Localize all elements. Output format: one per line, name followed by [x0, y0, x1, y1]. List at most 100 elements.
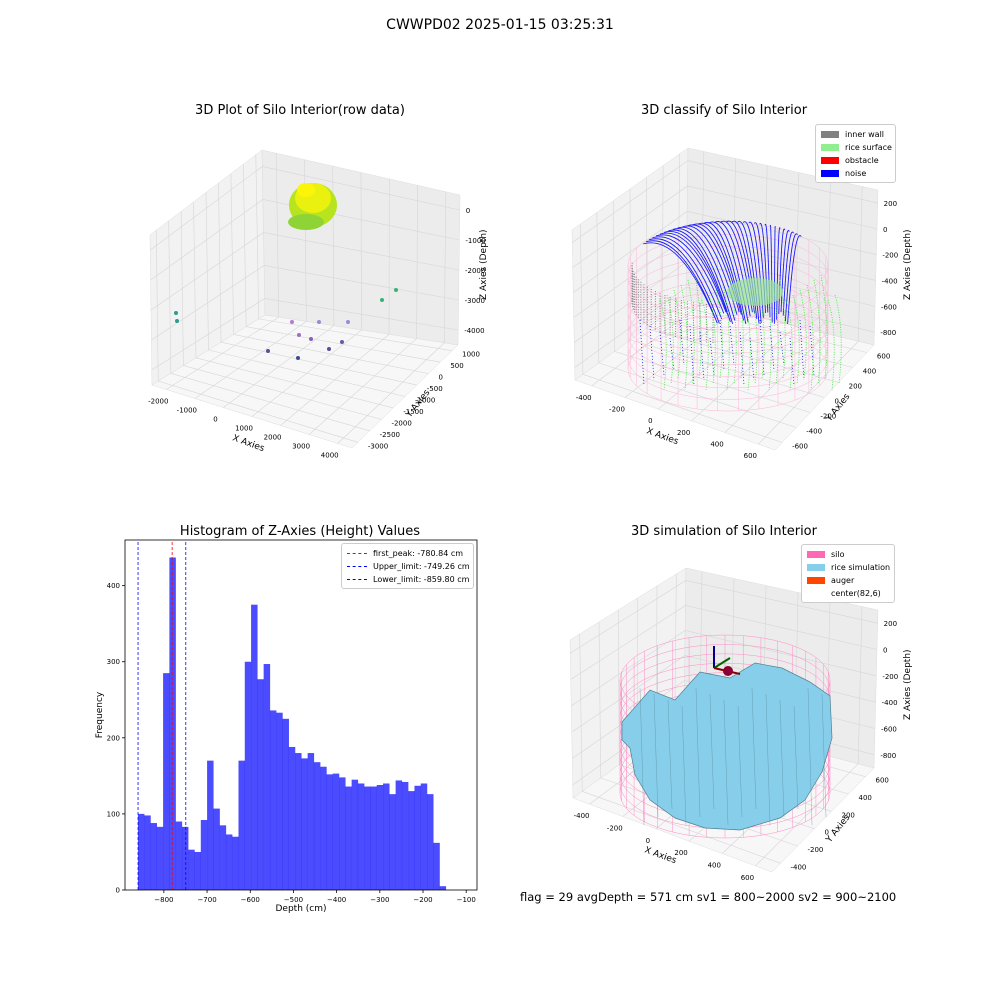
raw-x-tick: -1000 [177, 407, 197, 415]
legend-label: Upper_limit: -749.26 cm [373, 562, 470, 571]
classify-z-axis-label: Z Axies (Depth) [903, 229, 913, 300]
raw-x-tick: 1000 [235, 425, 253, 433]
raw-y-tick: -2000 [391, 419, 411, 427]
legend-swatch [821, 157, 839, 164]
histogram-bar [169, 557, 176, 890]
classify-z-tick: 200 [884, 200, 897, 208]
histogram-bar [395, 780, 403, 890]
histogram-x-tick: −800 [154, 896, 173, 904]
noise-curve [655, 234, 725, 314]
raw-x-tick: 0 [213, 416, 217, 424]
rice-simulation-surface [621, 662, 833, 831]
histogram-bar [345, 786, 352, 890]
histogram-bar [181, 826, 189, 890]
surface-mesh-line [681, 705, 687, 826]
raw-data-point [380, 298, 384, 302]
noise-points [769, 325, 775, 371]
auger-marker [723, 666, 733, 676]
noise-points [709, 337, 715, 376]
raw-x-tick: 4000 [321, 452, 339, 460]
histogram-bar [238, 760, 245, 890]
histogram-bar [282, 718, 289, 890]
classify-x-tick: -200 [609, 406, 625, 414]
legend-label: silo [831, 550, 845, 559]
simulation-x-tick: -200 [607, 825, 623, 833]
surface-mesh-line [765, 693, 771, 826]
histogram-bar [163, 673, 170, 890]
auger-y-arrow [713, 657, 731, 669]
histogram-bar [376, 785, 384, 890]
simulation-y-tick: -400 [791, 863, 807, 871]
rice-surface-points [820, 274, 828, 379]
histogram-bar [175, 821, 183, 890]
simulation-z-tick: -600 [881, 726, 897, 734]
histogram-bar [269, 710, 277, 890]
legend-label: auger [831, 576, 855, 585]
status-footer: flag = 29 avgDepth = 571 cm sv1 = 800~20… [520, 890, 897, 904]
classify-z-tick: -600 [881, 303, 897, 311]
histogram-bar [295, 753, 302, 890]
histogram-x-tick: −300 [370, 896, 389, 904]
noise-points [729, 325, 735, 366]
raw-gridlines [150, 153, 460, 444]
rice-surface-points [743, 299, 751, 391]
rice-surface-points [827, 299, 835, 391]
simulation-x-tick: -400 [574, 812, 590, 820]
histogram-bar [232, 836, 239, 890]
rice-surface-points [680, 284, 688, 391]
simulation-y-tick: -200 [808, 846, 824, 854]
noise-points [689, 325, 695, 386]
classify-y-tick: 200 [849, 383, 862, 391]
legend-label: center(82,6) [831, 589, 881, 598]
classify-x-tick: 600 [744, 452, 757, 460]
classify-legend-item: inner wall [821, 128, 890, 141]
noise-curve [668, 229, 731, 323]
rice-surface-points [687, 279, 695, 385]
histogram-x-tick: −600 [241, 896, 260, 904]
simulation-legend: silo rice simulation auger center(82,6) [801, 544, 895, 603]
histogram-x-tick: −700 [197, 896, 216, 904]
histogram-bar [137, 813, 145, 890]
legend-label: Lower_limit: -859.80 cm [373, 575, 470, 584]
histogram-y-tick: 200 [107, 734, 120, 742]
classify-x-axis-label: X Axies [645, 426, 680, 447]
noise-points [809, 325, 815, 376]
histogram-bar [225, 834, 233, 890]
surface-mesh-line [737, 705, 743, 818]
histogram-x-tick: −200 [413, 896, 432, 904]
histogram-bar [156, 826, 164, 890]
histogram-bar [276, 712, 283, 890]
raw-data-point [266, 349, 270, 353]
histogram-bar [433, 842, 440, 890]
noise-curve [773, 225, 776, 324]
classify-y-tick: -200 [820, 413, 836, 421]
rice-surface-points [694, 274, 702, 379]
noise-curve [787, 235, 802, 325]
surface-mesh-line [723, 699, 729, 826]
simulation-x-tick: 0 [646, 837, 650, 845]
noise-curve [663, 231, 729, 317]
rice-surface-points [813, 279, 821, 385]
legend-swatch [821, 144, 839, 151]
rice-surface-points [806, 284, 814, 391]
histogram-bar [188, 849, 195, 890]
classify-y-tick: 0 [835, 398, 839, 406]
legend-line-sample [347, 579, 367, 580]
raw-x-tick: 3000 [292, 443, 310, 451]
simulation-x-tick: 400 [708, 862, 721, 870]
legend-label: first_peak: -780.84 cm [373, 549, 464, 558]
classify-legend-item: obstacle [821, 154, 890, 167]
noise-curve [649, 238, 720, 324]
histogram-bar [332, 773, 340, 890]
histogram-legend-item: Lower_limit: -859.80 cm [347, 573, 470, 586]
raw-data-point [290, 320, 294, 324]
legend-swatch [807, 551, 825, 558]
simulation-z-axis-label: Z Axies (Depth) [903, 649, 913, 720]
depth-histogram: −800 −700 −600 −500 −400 −300 −200 −100 0 100 200 3… [95, 539, 478, 914]
surface-mesh-line [667, 699, 673, 810]
noise-curve [659, 232, 727, 313]
legend-label: inner wall [845, 130, 885, 139]
legend-label: obstacle [845, 156, 879, 165]
classify-y-tick: -600 [792, 443, 808, 451]
classify-silo-points [627, 220, 842, 412]
